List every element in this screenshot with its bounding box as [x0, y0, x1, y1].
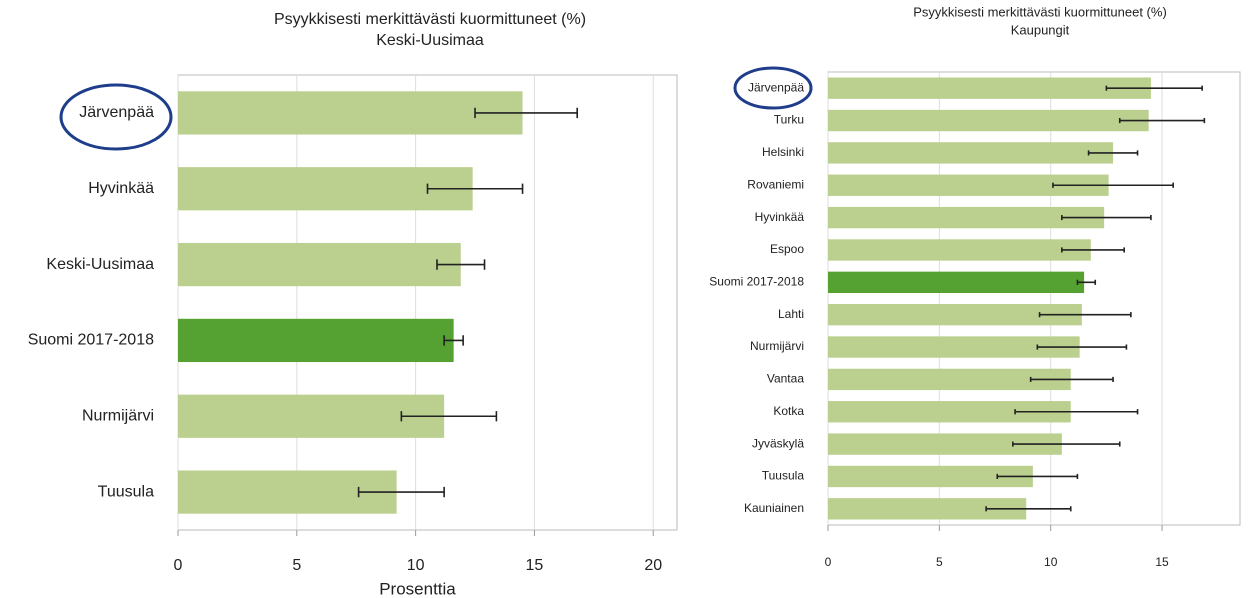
bar [178, 167, 473, 211]
bar [828, 109, 1149, 132]
error-bar [474, 107, 578, 119]
bar [828, 336, 1080, 358]
error-bar [996, 473, 1079, 480]
error-bar [985, 506, 1072, 512]
highlight-ellipse [733, 66, 813, 110]
error-bar [443, 335, 464, 346]
error-bar [1052, 182, 1174, 188]
error-bar [357, 486, 445, 498]
y-tick-label: Kauniainen [744, 501, 804, 515]
x-tick-label: 0 [825, 555, 832, 569]
x-tick-label: 15 [526, 557, 544, 574]
error-bar [426, 183, 524, 194]
x-tick-label: 20 [644, 557, 662, 574]
error-bar [1076, 279, 1097, 285]
bar [828, 174, 1109, 196]
y-tick-label: Espoo [770, 242, 804, 256]
x-tick-label: 10 [1044, 555, 1058, 569]
bar [178, 242, 461, 287]
error-bar [1105, 85, 1203, 91]
y-tick-label: Suomi 2017-2018 [28, 332, 154, 349]
y-tick-label: Keski-Uusimaa [46, 256, 154, 273]
error-bar [1061, 215, 1152, 221]
bar [178, 318, 454, 363]
bar [178, 394, 445, 438]
y-tick-label: Vantaa [767, 372, 804, 386]
bar [828, 465, 1033, 488]
bar [828, 304, 1082, 326]
y-tick-label: Järvenpää [748, 80, 804, 94]
x-tick-label: 10 [407, 557, 425, 574]
error-bar [1036, 344, 1128, 350]
chart-subtitle: Kaupungit [1011, 22, 1070, 37]
bar [178, 91, 523, 135]
y-tick-label: Järvenpää [79, 104, 154, 121]
bar [828, 142, 1114, 164]
y-tick-label: Lahti [778, 307, 804, 321]
y-tick-label: Suomi 2017-2018 [709, 274, 804, 288]
highlight-ellipse [59, 83, 173, 151]
bar [828, 206, 1105, 229]
chart-title: Psyykkisesti merkittävästi kuormittuneet… [274, 11, 586, 28]
error-bar [1087, 150, 1139, 156]
y-tick-label: Rovaniemi [747, 177, 804, 191]
error-bar [1014, 409, 1139, 415]
error-bar [1118, 117, 1206, 124]
y-tick-label: Hyvinkää [88, 180, 154, 197]
bar [828, 239, 1091, 261]
chart-title: Psyykkisesti merkittävästi kuormittuneet… [913, 4, 1167, 19]
error-bar [1038, 312, 1132, 318]
y-tick-label: Turku [774, 113, 804, 127]
error-bar [1029, 376, 1114, 382]
y-tick-label: Hyvinkää [755, 210, 805, 224]
plot-frame [827, 71, 1241, 526]
plot-frame [177, 74, 678, 531]
error-bar [436, 259, 486, 270]
y-tick-label: Nurmijärvi [750, 339, 804, 353]
y-tick-label: Helsinki [762, 145, 804, 159]
x-tick-label: 15 [1155, 555, 1169, 569]
x-axis-label: Prosenttia [379, 579, 456, 598]
y-tick-label: Jyväskylä [752, 436, 804, 450]
error-bar [1061, 247, 1125, 253]
bar [828, 401, 1071, 423]
x-tick-label: 5 [292, 557, 301, 574]
bar [828, 271, 1085, 293]
error-bar [400, 411, 498, 422]
y-tick-label: Tuusula [98, 483, 154, 500]
bar [828, 77, 1151, 99]
y-tick-label: Tuusula [762, 469, 805, 483]
bar [828, 498, 1027, 520]
x-tick-label: 0 [174, 557, 183, 574]
bar [828, 433, 1062, 455]
y-tick-label: Kotka [773, 404, 804, 418]
x-tick-label: 5 [936, 555, 943, 569]
bar [828, 368, 1071, 391]
y-tick-label: Nurmijärvi [82, 407, 154, 424]
chart-subtitle: Keski-Uusimaa [376, 32, 484, 49]
error-bar [1012, 441, 1121, 447]
